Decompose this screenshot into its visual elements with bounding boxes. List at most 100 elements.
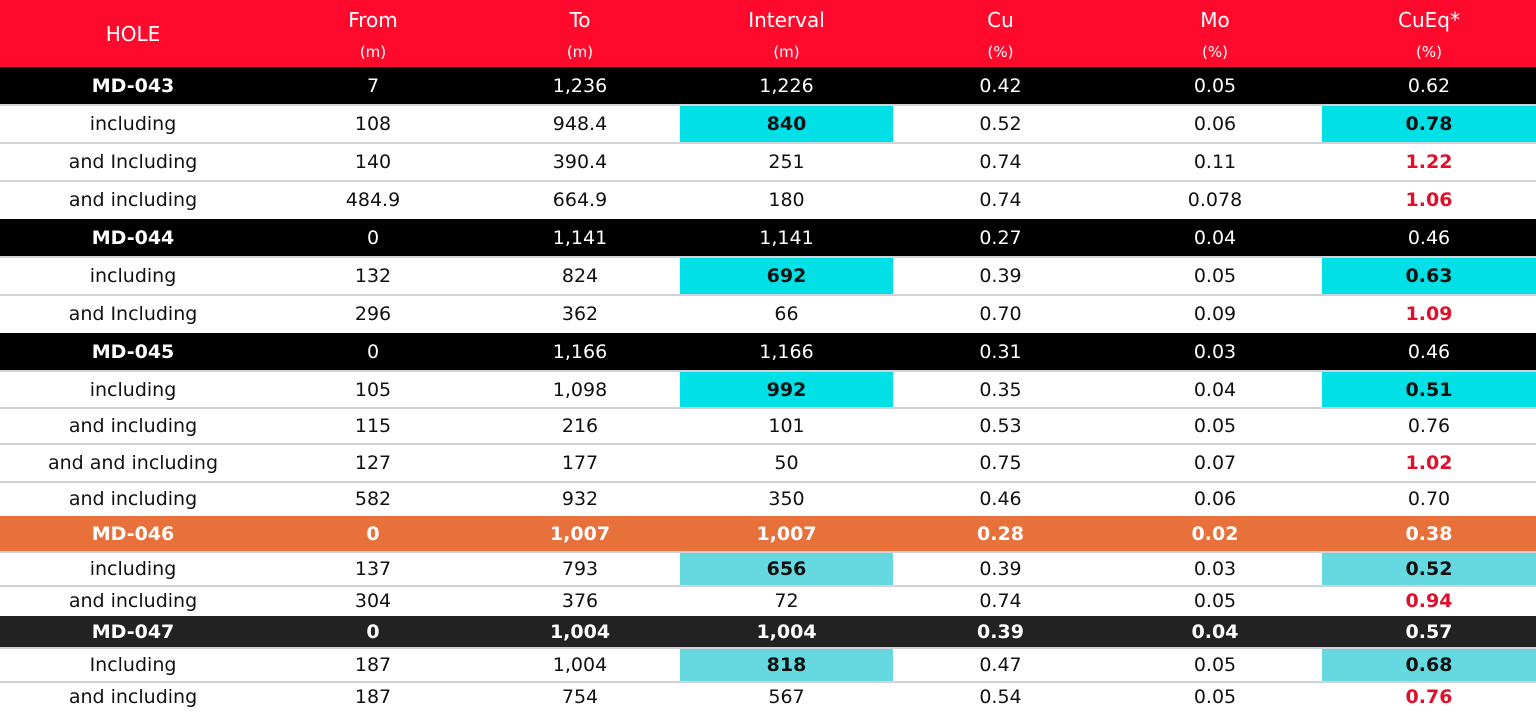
row-background (0, 616, 1536, 648)
hole-cell: and including (68, 686, 198, 708)
header-unit: (m) (566, 43, 594, 61)
value-cell: 101 (768, 415, 805, 437)
value-cell: 0.52 (979, 113, 1022, 135)
value-cell: 296 (354, 303, 392, 325)
value-cell: 187 (354, 654, 392, 676)
hole-cell: including (89, 378, 177, 401)
row-separator (0, 104, 1536, 106)
hole-cell: including (89, 113, 177, 135)
row-separator (0, 481, 1536, 483)
row-background (0, 333, 1536, 371)
value-cell: 390.4 (552, 151, 608, 173)
value-cell: 1,007 (549, 523, 611, 545)
row-separator (0, 585, 1536, 587)
value-cell: 1.09 (1405, 303, 1453, 325)
value-cell: 1,166 (759, 341, 814, 363)
value-cell: 754 (561, 686, 599, 708)
value-cell: 0.74 (979, 151, 1022, 173)
row-background (0, 219, 1536, 257)
value-cell: 304 (354, 590, 392, 612)
value-cell: 1,004 (549, 621, 611, 643)
value-cell: 350 (768, 488, 805, 510)
hole-cell: MD-045 (91, 341, 175, 363)
value-cell: 0.74 (979, 590, 1022, 612)
header-label: HOLE (105, 22, 161, 46)
value-cell: 0.39 (979, 265, 1022, 287)
value-cell: 932 (561, 488, 599, 510)
value-cell: 0.06 (1193, 488, 1237, 510)
value-cell: 992 (680, 372, 893, 407)
value-cell: 0.46 (979, 488, 1022, 510)
value-cell: 1.02 (1405, 452, 1453, 474)
value-cell: 0.05 (1193, 75, 1237, 97)
value-cell: 1,098 (552, 378, 608, 401)
value-cell: 0.94 (1405, 590, 1453, 612)
row-separator (0, 180, 1536, 182)
value-cell: 50 (774, 452, 799, 474)
value-cell: 362 (561, 303, 599, 325)
header-unit: (%) (987, 43, 1014, 61)
value-cell: 0.39 (979, 558, 1022, 580)
value-cell: 484.9 (345, 189, 401, 211)
value-cell: 1,236 (552, 75, 608, 97)
hole-cell: including (89, 265, 177, 287)
value-cell: 567 (768, 686, 805, 708)
value-cell: 1,226 (759, 75, 814, 97)
value-cell: 1,004 (552, 654, 608, 676)
hole-cell: and including (68, 488, 198, 510)
value-cell: 0.28 (977, 523, 1024, 545)
header-unit: (m) (773, 43, 800, 61)
value-cell: 0.78 (1322, 106, 1536, 142)
value-cell: 72 (774, 590, 799, 612)
value-cell: 140 (354, 151, 392, 173)
value-cell: 0 (366, 621, 380, 643)
value-cell: 0.51 (1322, 372, 1536, 407)
value-cell: 216 (561, 415, 599, 437)
value-cell: 818 (680, 649, 893, 681)
value-cell: 0.70 (979, 303, 1022, 325)
header-label: CuEq* (1398, 8, 1460, 32)
value-cell: 0.38 (1405, 523, 1453, 545)
value-cell: 824 (561, 265, 599, 287)
value-cell: 0.05 (1193, 654, 1237, 676)
hole-cell: and including (68, 590, 198, 612)
value-cell: 793 (561, 558, 599, 580)
header-label: Mo (1200, 8, 1230, 32)
hole-cell: and and including (47, 452, 219, 474)
value-cell: 0.31 (979, 341, 1022, 363)
value-cell: 0.62 (1407, 75, 1451, 97)
value-cell: 1,166 (552, 341, 608, 363)
header-label: Cu (987, 8, 1014, 32)
value-cell: 0.03 (1193, 558, 1237, 580)
row-separator (0, 443, 1536, 445)
value-cell: 0 (366, 523, 380, 545)
value-cell: 108 (354, 113, 392, 135)
value-cell: 115 (354, 415, 392, 437)
value-cell: 0.02 (1191, 523, 1239, 545)
row-separator (0, 256, 1536, 258)
value-cell: 0.74 (979, 189, 1022, 211)
value-cell: 0.35 (979, 378, 1022, 401)
value-cell: 0.11 (1193, 151, 1237, 173)
value-cell: 177 (561, 452, 599, 474)
row-separator (0, 551, 1536, 553)
value-cell: 66 (774, 303, 799, 325)
row-separator (0, 407, 1536, 409)
value-cell: 0.42 (979, 75, 1022, 97)
value-cell: 0.05 (1193, 590, 1237, 612)
value-cell: 0.76 (1407, 415, 1451, 437)
header-unit: (%) (1416, 43, 1442, 61)
value-cell: 376 (561, 590, 599, 612)
value-cell: 0.05 (1193, 686, 1237, 708)
value-cell: 0.04 (1191, 621, 1239, 643)
row-separator (0, 370, 1536, 372)
value-cell: 664.9 (552, 189, 608, 211)
value-cell: 0.76 (1405, 686, 1453, 708)
value-cell: 0.078 (1187, 189, 1243, 211)
hole-cell: MD-046 (91, 523, 175, 545)
row-background (0, 516, 1536, 552)
value-cell: 105 (354, 378, 392, 401)
value-cell: 0.52 (1322, 553, 1536, 585)
value-cell: 0.05 (1193, 265, 1237, 287)
